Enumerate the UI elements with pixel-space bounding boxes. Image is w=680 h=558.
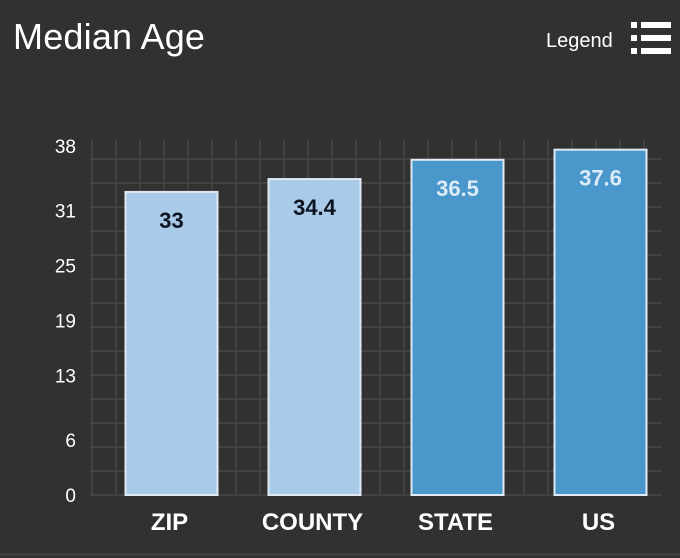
bottom-divider [0, 553, 680, 556]
legend-label: Legend [546, 30, 613, 52]
bar-state[interactable] [410, 158, 505, 497]
bars [124, 148, 648, 497]
x-tick-label: COUNTY [262, 509, 363, 536]
value-labels: 33 34.4 36.5 37.6 [159, 166, 622, 233]
x-tick-label: US [582, 509, 615, 536]
bar-zip[interactable] [124, 190, 219, 496]
value-label: 34.4 [293, 195, 337, 220]
bar-us[interactable] [553, 148, 648, 497]
x-tick-label: ZIP [151, 509, 188, 536]
y-tick-label: 38 [55, 137, 76, 158]
y-tick-label: 25 [55, 256, 76, 277]
value-label: 33 [159, 208, 183, 233]
x-axis-labels: ZIP COUNTY STATE US [151, 509, 615, 536]
chart-title: Median Age [13, 16, 206, 57]
y-tick-label: 0 [65, 486, 76, 507]
y-tick-label: 31 [55, 201, 76, 222]
y-axis-ticks: 0 6 13 19 25 31 38 [55, 137, 76, 507]
y-tick-label: 13 [55, 367, 76, 388]
legend-toggle-button[interactable]: Legend [540, 20, 674, 60]
list-icon [631, 22, 671, 54]
x-tick-label: STATE [418, 509, 493, 536]
y-tick-label: 19 [55, 312, 76, 333]
bar-county[interactable] [267, 178, 362, 496]
value-label: 37.6 [579, 166, 622, 191]
value-label: 36.5 [436, 176, 479, 201]
y-tick-label: 6 [65, 431, 76, 452]
